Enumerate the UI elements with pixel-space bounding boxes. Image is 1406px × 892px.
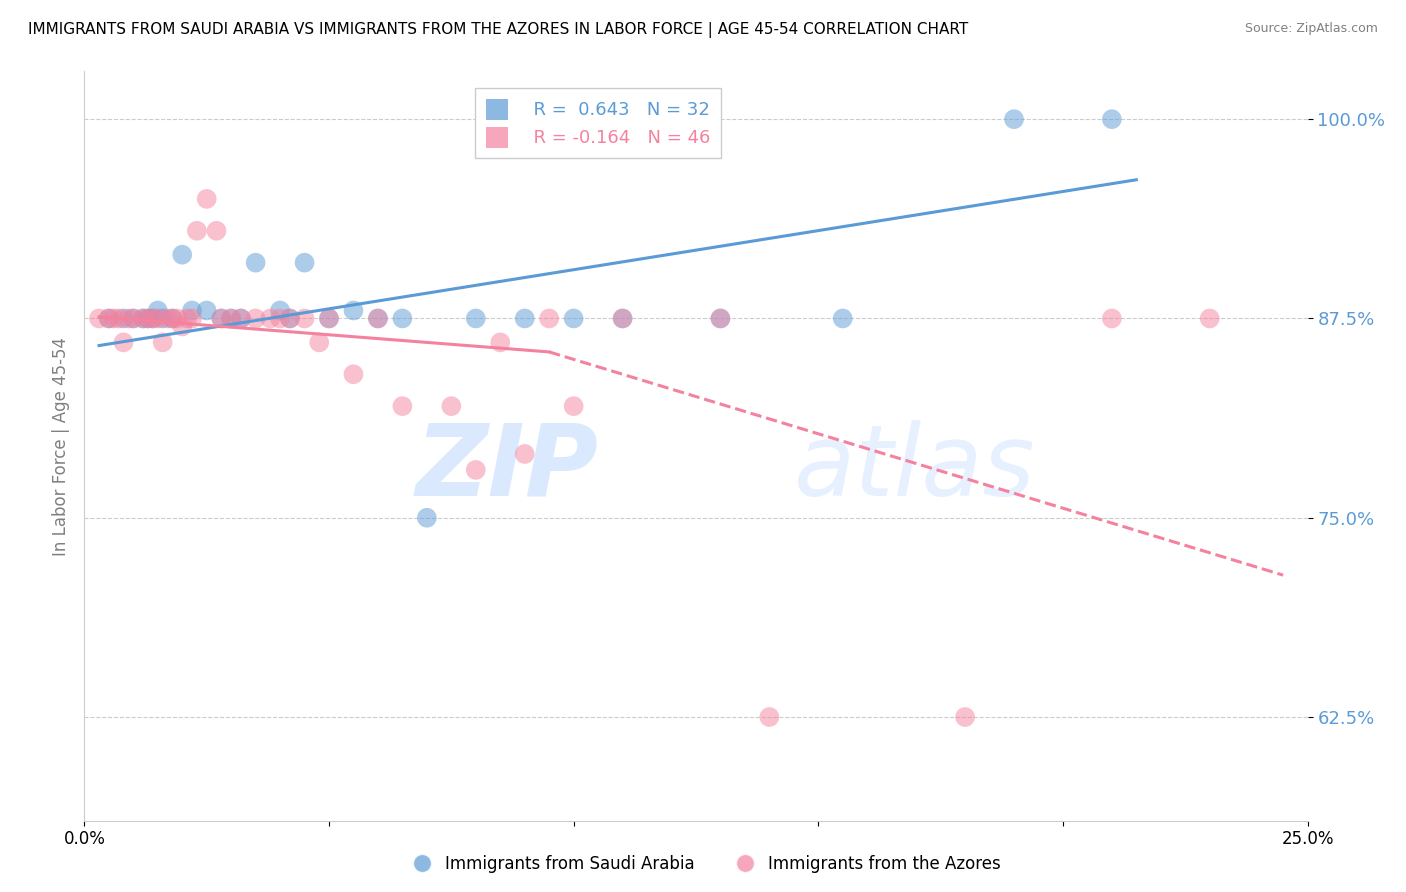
Point bbox=[269, 311, 291, 326]
Point bbox=[186, 224, 208, 238]
Point bbox=[612, 311, 634, 326]
Point bbox=[953, 710, 976, 724]
Point bbox=[136, 311, 159, 326]
Point bbox=[229, 311, 252, 326]
Point bbox=[612, 311, 634, 326]
Point bbox=[416, 510, 439, 524]
Point bbox=[142, 311, 165, 326]
Point bbox=[367, 311, 389, 326]
Point bbox=[209, 311, 232, 326]
Point bbox=[162, 311, 184, 326]
Point bbox=[278, 311, 301, 326]
Point bbox=[464, 463, 486, 477]
Y-axis label: In Labor Force | Age 45-54: In Labor Force | Age 45-54 bbox=[52, 336, 70, 556]
Point bbox=[219, 311, 242, 326]
Point bbox=[709, 311, 731, 326]
Point bbox=[562, 399, 585, 413]
Point bbox=[391, 311, 413, 326]
Point bbox=[1002, 112, 1025, 127]
Point bbox=[156, 311, 179, 326]
Legend:   R =  0.643   N = 32,   R = -0.164   N = 46: R = 0.643 N = 32, R = -0.164 N = 46 bbox=[475, 88, 721, 159]
Point bbox=[294, 255, 316, 269]
Point bbox=[269, 303, 291, 318]
Point bbox=[1101, 311, 1123, 326]
Point bbox=[318, 311, 340, 326]
Point bbox=[146, 311, 169, 326]
Point bbox=[107, 311, 129, 326]
Point bbox=[709, 311, 731, 326]
Point bbox=[278, 311, 301, 326]
Point bbox=[152, 311, 174, 326]
Point bbox=[831, 311, 853, 326]
Text: ZIP: ZIP bbox=[415, 420, 598, 517]
Point bbox=[538, 311, 561, 326]
Point bbox=[308, 335, 330, 350]
Point bbox=[172, 319, 194, 334]
Point bbox=[162, 311, 184, 326]
Point bbox=[1198, 311, 1220, 326]
Legend: Immigrants from Saudi Arabia, Immigrants from the Azores: Immigrants from Saudi Arabia, Immigrants… bbox=[398, 848, 1008, 880]
Point bbox=[112, 335, 135, 350]
Point bbox=[122, 311, 145, 326]
Point bbox=[245, 311, 267, 326]
Point bbox=[142, 311, 165, 326]
Point bbox=[513, 311, 536, 326]
Point bbox=[209, 311, 232, 326]
Point bbox=[464, 311, 486, 326]
Point bbox=[440, 399, 463, 413]
Point bbox=[562, 311, 585, 326]
Point bbox=[87, 311, 110, 326]
Point bbox=[318, 311, 340, 326]
Point bbox=[97, 311, 120, 326]
Point bbox=[342, 303, 364, 318]
Point bbox=[176, 311, 198, 326]
Point bbox=[117, 311, 139, 326]
Point bbox=[1101, 112, 1123, 127]
Point bbox=[294, 311, 316, 326]
Text: atlas: atlas bbox=[794, 420, 1035, 517]
Point bbox=[132, 311, 155, 326]
Point bbox=[181, 303, 204, 318]
Point bbox=[489, 335, 512, 350]
Point bbox=[391, 399, 413, 413]
Point bbox=[245, 255, 267, 269]
Point bbox=[195, 192, 218, 206]
Point bbox=[122, 311, 145, 326]
Point bbox=[103, 311, 125, 326]
Point bbox=[146, 303, 169, 318]
Point bbox=[166, 311, 188, 326]
Text: IMMIGRANTS FROM SAUDI ARABIA VS IMMIGRANTS FROM THE AZORES IN LABOR FORCE | AGE : IMMIGRANTS FROM SAUDI ARABIA VS IMMIGRAN… bbox=[28, 22, 969, 38]
Point bbox=[513, 447, 536, 461]
Point bbox=[758, 710, 780, 724]
Point bbox=[172, 248, 194, 262]
Point bbox=[136, 311, 159, 326]
Point bbox=[97, 311, 120, 326]
Point bbox=[219, 311, 242, 326]
Point bbox=[112, 311, 135, 326]
Text: Source: ZipAtlas.com: Source: ZipAtlas.com bbox=[1244, 22, 1378, 36]
Point bbox=[181, 311, 204, 326]
Point bbox=[259, 311, 281, 326]
Point bbox=[367, 311, 389, 326]
Point bbox=[195, 303, 218, 318]
Point bbox=[132, 311, 155, 326]
Point bbox=[205, 224, 228, 238]
Point bbox=[229, 311, 252, 326]
Point bbox=[152, 335, 174, 350]
Point bbox=[342, 368, 364, 382]
